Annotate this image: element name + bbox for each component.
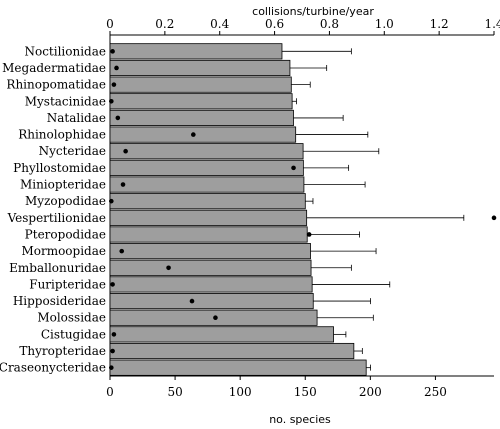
bar bbox=[109, 359, 367, 376]
species-dot bbox=[119, 248, 125, 254]
category-label: Thyropteridae bbox=[19, 344, 106, 358]
category-label: Nycteridae bbox=[39, 144, 106, 158]
species-dot bbox=[115, 115, 121, 121]
category-label: Natalidae bbox=[47, 111, 106, 125]
bar bbox=[109, 259, 312, 276]
species-dot bbox=[189, 298, 195, 304]
bar bbox=[109, 126, 297, 143]
bar bbox=[109, 76, 292, 93]
category-label: Miniopteridae bbox=[20, 178, 106, 192]
bar bbox=[109, 276, 313, 293]
top-tick-label: 0 bbox=[106, 17, 114, 31]
species-dot bbox=[111, 82, 117, 87]
species-dot bbox=[291, 165, 296, 171]
bar bbox=[109, 243, 311, 260]
species-dot bbox=[123, 148, 128, 154]
top-axis-title: collisions/turbine/year bbox=[252, 5, 374, 18]
category-label: Craseonycteridae bbox=[0, 361, 106, 375]
bottom-tick-label: 150 bbox=[294, 385, 317, 399]
category-label: Phyllostomidae bbox=[13, 161, 106, 175]
bar bbox=[109, 43, 283, 60]
bar bbox=[109, 159, 304, 176]
species-dot bbox=[109, 98, 114, 104]
species-dot bbox=[191, 132, 196, 137]
bottom-tick-label: 200 bbox=[359, 385, 382, 399]
species-dot bbox=[120, 182, 126, 187]
bar bbox=[109, 143, 304, 160]
bar bbox=[109, 176, 305, 193]
bar bbox=[109, 109, 294, 126]
top-tick-label: 0.8 bbox=[320, 17, 339, 31]
top-tick-label: 0.2 bbox=[155, 17, 174, 31]
species-dot bbox=[110, 49, 115, 54]
category-label: Myzopodidae bbox=[25, 194, 106, 208]
bar bbox=[109, 93, 293, 110]
species-dot bbox=[213, 315, 218, 321]
bottom-tick-label: 50 bbox=[167, 385, 182, 399]
species-dot bbox=[109, 365, 114, 370]
category-label: Cistugidae bbox=[41, 327, 106, 341]
bar bbox=[109, 342, 355, 360]
top-tick-label: 1.0 bbox=[375, 17, 394, 31]
bottom-tick-label: 0 bbox=[106, 385, 114, 399]
top-tick-label: 0.6 bbox=[265, 17, 284, 31]
bar bbox=[109, 59, 291, 77]
species-dot bbox=[109, 198, 114, 204]
category-label: Mystacinidae bbox=[25, 94, 106, 108]
top-tick-label: 1.4 bbox=[484, 17, 500, 31]
species-dot bbox=[111, 332, 117, 337]
category-label: Rhinolophidae bbox=[18, 128, 106, 142]
species-dot bbox=[110, 282, 115, 287]
category-label: Molossidae bbox=[37, 311, 106, 325]
category-label: Pteropodidae bbox=[25, 227, 106, 241]
species-dot bbox=[166, 265, 171, 271]
species-dot bbox=[110, 348, 115, 354]
top-tick-label: 0.4 bbox=[210, 17, 229, 31]
bar bbox=[109, 326, 334, 343]
species-dot bbox=[306, 232, 312, 237]
species-dot bbox=[114, 65, 119, 71]
category-label: Vespertilionidae bbox=[7, 211, 106, 225]
species-dot bbox=[491, 215, 497, 221]
category-label: Furipteridae bbox=[29, 277, 106, 291]
category-label: Hipposideridae bbox=[13, 294, 106, 308]
bar bbox=[109, 193, 306, 210]
category-label: Emballonuridae bbox=[9, 261, 106, 275]
category-label: Noctilionidae bbox=[24, 44, 106, 58]
category-label: Megadermatidae bbox=[2, 61, 106, 75]
category-label: Rhinopomatidae bbox=[6, 78, 106, 92]
bottom-tick-label: 100 bbox=[229, 385, 252, 399]
category-label: Mormoopidae bbox=[21, 244, 106, 258]
bar bbox=[109, 293, 314, 310]
bar bbox=[109, 226, 308, 243]
bottom-axis-title: no. species bbox=[269, 413, 331, 426]
top-tick-label: 1.2 bbox=[430, 17, 449, 31]
bottom-tick-label: 250 bbox=[424, 385, 447, 399]
bar bbox=[109, 209, 308, 226]
